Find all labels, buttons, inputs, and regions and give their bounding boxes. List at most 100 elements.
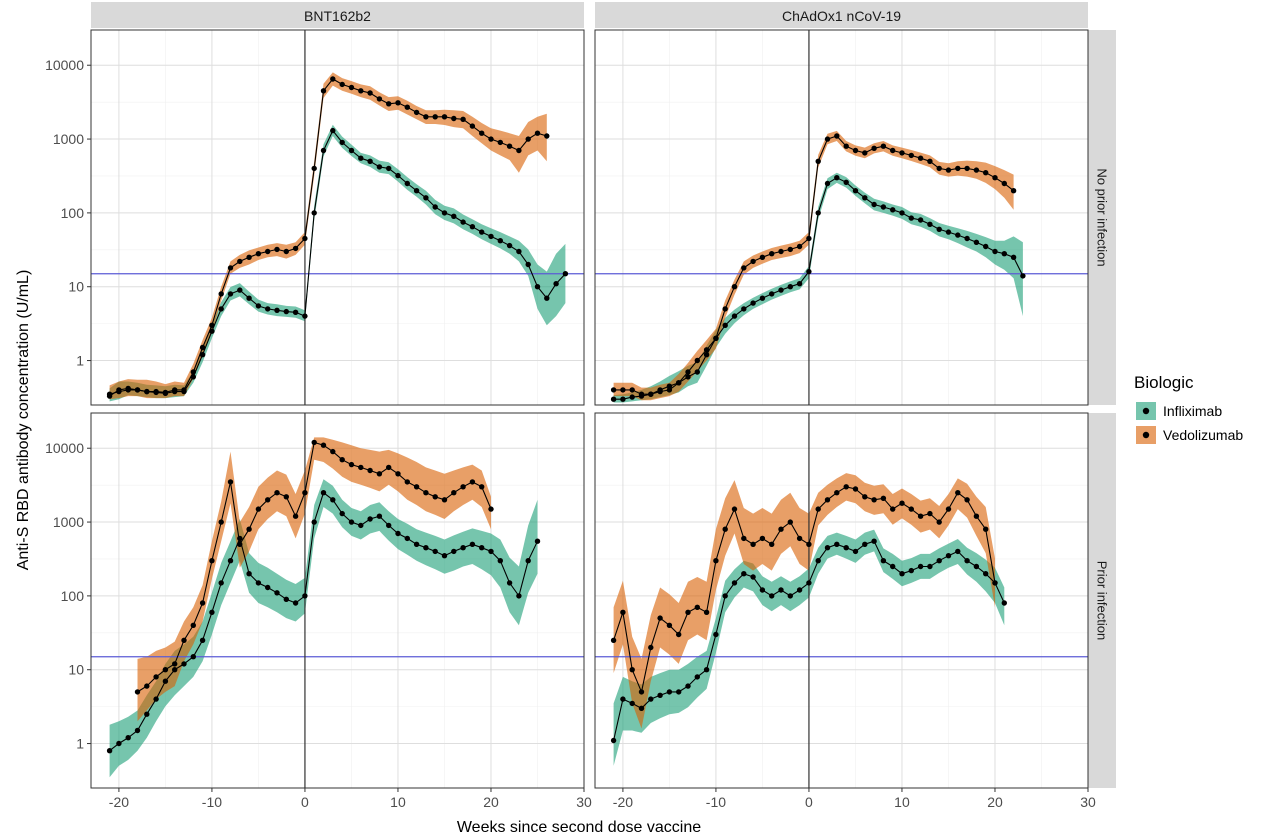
data-point-vedolizumab	[676, 380, 682, 386]
x-tick-label: -10	[706, 794, 726, 810]
data-point-infliximab	[218, 306, 224, 312]
data-point-infliximab	[750, 300, 756, 306]
strip-label-no-prior-infection: No prior infection	[1095, 168, 1110, 266]
data-point-infliximab	[620, 396, 626, 402]
data-point-infliximab	[246, 295, 252, 301]
data-point-infliximab	[506, 242, 513, 249]
data-point-infliximab	[302, 593, 308, 599]
data-point-vedolizumab	[629, 667, 635, 673]
data-point-vedolizumab	[964, 165, 970, 172]
x-tick-label: 20	[987, 794, 1003, 810]
data-point-infliximab	[834, 541, 840, 547]
x-tick-label: -20	[613, 794, 633, 810]
data-point-vedolizumab	[750, 541, 756, 547]
data-point-infliximab	[862, 195, 868, 201]
data-point-infliximab	[292, 309, 299, 315]
data-point-infliximab	[451, 548, 457, 555]
data-point-vedolizumab	[648, 391, 654, 397]
panel-border	[594, 412, 1089, 789]
data-point-infliximab	[945, 229, 952, 235]
data-point-vedolizumab	[955, 165, 961, 172]
data-point-vedolizumab	[488, 506, 494, 512]
ribbon-infliximab	[109, 479, 538, 778]
data-point-infliximab	[955, 232, 961, 238]
data-point-infliximab	[106, 748, 113, 754]
data-point-infliximab	[320, 147, 327, 154]
data-point-infliximab	[376, 513, 383, 519]
data-point-infliximab	[917, 217, 924, 223]
data-point-vedolizumab	[441, 497, 448, 503]
data-point-vedolizumab	[638, 689, 645, 695]
data-point-infliximab	[311, 519, 317, 525]
data-point-infliximab	[899, 571, 905, 577]
legend: Biologic Infliximab Vedolizumab	[1134, 373, 1243, 444]
data-point-vedolizumab	[227, 479, 234, 485]
data-point-vedolizumab	[172, 661, 178, 667]
panel-chadox1-ncov-19-no-prior-infection	[594, 29, 1089, 406]
data-point-infliximab	[274, 307, 280, 313]
data-point-vedolizumab	[320, 442, 327, 448]
x-tick-label: 0	[301, 794, 309, 810]
data-point-infliximab	[610, 737, 617, 744]
data-point-vedolizumab	[386, 101, 392, 107]
data-point-vedolizumab	[274, 490, 280, 496]
data-point-vedolizumab	[824, 136, 831, 142]
data-point-vedolizumab	[880, 495, 887, 501]
data-point-infliximab	[741, 306, 747, 312]
data-point-vedolizumab	[694, 357, 700, 364]
data-point-infliximab	[488, 548, 494, 555]
data-point-vedolizumab	[358, 464, 364, 471]
data-point-infliximab	[778, 287, 784, 293]
data-point-infliximab	[759, 295, 766, 301]
legend-label-vedolizumab: Vedolizumab	[1163, 427, 1243, 443]
data-point-vedolizumab	[983, 526, 989, 532]
data-point-infliximab	[1020, 273, 1026, 279]
data-point-vedolizumab	[283, 494, 289, 500]
data-point-infliximab	[685, 374, 691, 380]
data-point-infliximab	[890, 207, 896, 213]
data-point-vedolizumab	[460, 116, 466, 123]
data-point-vedolizumab	[190, 369, 196, 375]
data-point-vedolizumab	[432, 494, 438, 500]
data-point-infliximab	[265, 584, 271, 591]
x-tick-label: -20	[109, 794, 129, 810]
data-point-vedolizumab	[722, 306, 728, 312]
strip-label-prior-infection: Prior infection	[1095, 561, 1110, 640]
data-point-infliximab	[199, 352, 206, 358]
data-point-vedolizumab	[890, 506, 896, 512]
data-point-infliximab	[162, 678, 169, 684]
data-point-infliximab	[227, 558, 234, 564]
data-point-infliximab	[703, 667, 710, 673]
data-point-vedolizumab	[620, 387, 626, 393]
panel-bnt162b2-no-prior-infection: 1 10 100 1000 10000	[45, 29, 585, 406]
data-point-vedolizumab	[852, 147, 859, 154]
data-point-infliximab	[525, 558, 531, 564]
data-point-infliximab	[685, 683, 691, 689]
data-point-vedolizumab	[992, 175, 998, 181]
data-point-vedolizumab	[209, 322, 215, 328]
data-point-infliximab	[255, 303, 262, 309]
data-point-vedolizumab	[265, 248, 271, 255]
data-point-vedolizumab	[237, 258, 243, 265]
data-point-vedolizumab	[134, 689, 141, 695]
data-point-infliximab	[927, 563, 933, 570]
data-point-vedolizumab	[181, 637, 187, 643]
x-tick-label: 0	[805, 794, 813, 810]
data-point-vedolizumab	[936, 519, 942, 525]
panel-chadox1-ncov-19-prior-infection: -20 -10 0 10 20 30	[594, 412, 1096, 810]
data-point-vedolizumab	[908, 506, 914, 512]
y-tick-label: 10	[68, 662, 84, 678]
data-point-infliximab	[824, 180, 831, 187]
x-tick-label: 30	[576, 794, 592, 810]
data-point-vedolizumab	[964, 497, 970, 503]
data-point-infliximab	[190, 654, 196, 660]
data-point-infliximab	[237, 287, 243, 293]
data-point-vedolizumab	[759, 254, 766, 260]
data-point-vedolizumab	[144, 683, 150, 689]
data-point-vedolizumab	[209, 558, 215, 564]
data-point-vedolizumab	[302, 235, 308, 242]
strip-chadox1-ncov-19	[595, 2, 1088, 28]
data-point-vedolizumab	[441, 114, 448, 120]
data-point-infliximab	[441, 553, 448, 559]
